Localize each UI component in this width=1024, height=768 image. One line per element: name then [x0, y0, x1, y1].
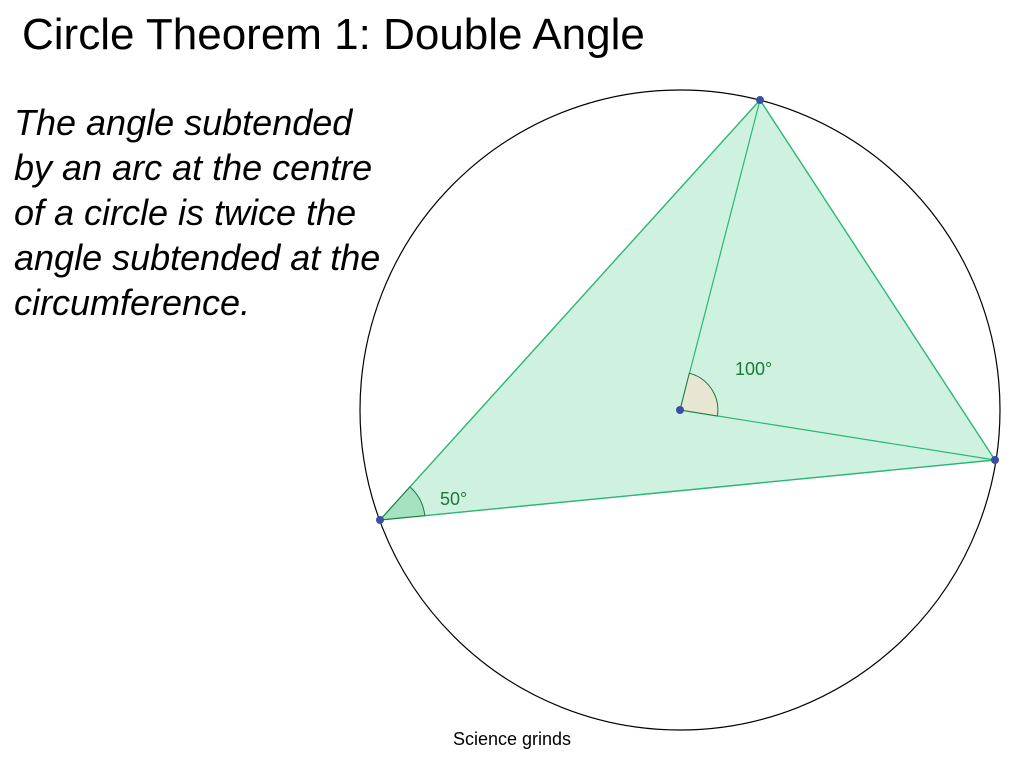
inscribed-triangle	[380, 100, 995, 520]
footer-text: Science grinds	[0, 729, 1024, 750]
center-point	[676, 406, 684, 414]
page-title: Circle Theorem 1: Double Angle	[22, 10, 645, 60]
left-point	[376, 516, 384, 524]
right-point	[991, 456, 999, 464]
circle-theorem-diagram: 100° 50°	[330, 60, 1024, 760]
top-point	[756, 96, 764, 104]
center-angle-label: 100°	[735, 359, 772, 379]
circumference-angle-label: 50°	[440, 489, 467, 509]
